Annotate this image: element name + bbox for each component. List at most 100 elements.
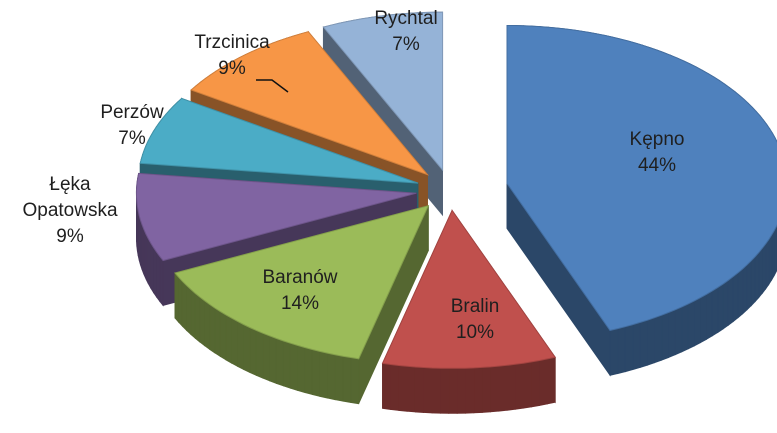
slice-side	[522, 361, 532, 409]
slice-side	[687, 300, 695, 350]
slice-side	[194, 292, 201, 343]
leader-line	[256, 79, 289, 93]
slice-side	[262, 332, 270, 382]
slice-side	[174, 271, 179, 324]
slice-side	[632, 321, 641, 371]
slice-side	[639, 319, 648, 368]
value-label: 9%	[218, 58, 246, 79]
slice-side	[647, 317, 656, 366]
slice-side	[456, 367, 466, 414]
slice-side	[249, 326, 257, 376]
labels: Kępno 44% Bralin 10% Baranów 14% Łęka Opatowska…	[22, 8, 684, 343]
slice-side	[289, 342, 298, 391]
slice-side	[255, 329, 264, 379]
slice	[139, 97, 419, 184]
slice-side	[722, 279, 729, 330]
slice-side	[711, 286, 719, 337]
slice-side	[156, 250, 161, 303]
slice-side	[350, 357, 360, 405]
slice-side	[237, 320, 245, 371]
slice-side	[742, 263, 748, 315]
slice-side	[199, 296, 205, 347]
slice-side	[498, 364, 508, 412]
slice	[174, 204, 430, 360]
slice-side	[327, 352, 336, 401]
slice-side	[481, 366, 491, 413]
value-label: 7%	[392, 34, 420, 55]
slice-side	[304, 347, 313, 396]
data-label: Perzów	[100, 102, 164, 123]
slice-side	[661, 311, 669, 361]
data-label: Bralin	[451, 296, 500, 317]
slice-side	[204, 299, 211, 351]
slice-side	[762, 242, 767, 295]
slice-side	[617, 326, 626, 375]
slice-side	[765, 238, 770, 290]
slice	[506, 25, 777, 331]
slice-side	[654, 314, 663, 364]
slice-side	[506, 363, 516, 411]
slice-side	[334, 354, 344, 402]
slice-side	[282, 340, 291, 389]
data-label: Łęka Opatowska	[22, 174, 117, 221]
slice-side	[190, 288, 196, 340]
slice-side	[414, 366, 425, 413]
slice-side	[694, 296, 701, 347]
slice	[190, 31, 430, 176]
slice-side	[150, 241, 154, 294]
slice-side	[609, 328, 619, 376]
slice	[135, 172, 417, 262]
value-label: 44%	[638, 155, 676, 176]
slice-side	[219, 310, 227, 361]
slice-side	[440, 367, 450, 414]
slice-side	[768, 233, 773, 286]
slice-side	[674, 306, 683, 356]
slice-side	[758, 246, 763, 299]
slice-side	[297, 344, 306, 394]
slice	[322, 11, 444, 172]
slice-side	[754, 251, 760, 303]
slice-side	[546, 356, 556, 405]
slice-side	[319, 350, 328, 399]
slice-side	[431, 367, 441, 414]
slice	[381, 209, 557, 369]
label-line: Opatowska	[22, 200, 117, 221]
slice-side	[448, 367, 458, 414]
slice-side	[706, 290, 713, 341]
value-label: 7%	[118, 128, 146, 149]
slice-side	[732, 271, 739, 323]
slice-side	[490, 365, 500, 413]
slice-side	[406, 365, 416, 413]
value-label: 14%	[281, 293, 319, 314]
slice-side	[668, 309, 676, 359]
slice-side	[539, 358, 548, 406]
slice-side	[382, 362, 392, 410]
slice-side	[231, 317, 238, 368]
slice-side	[727, 275, 734, 326]
data-label: Baranów	[263, 267, 338, 288]
slice-side	[390, 364, 400, 411]
data-label: Rychtal	[374, 8, 437, 29]
slice-side	[342, 355, 352, 404]
slice-side	[243, 323, 251, 374]
slice-side	[737, 267, 744, 319]
slice-side	[746, 259, 752, 311]
pie	[135, 11, 777, 414]
data-label: Kępno	[630, 129, 685, 150]
slice-side	[214, 307, 221, 358]
value-label: 10%	[456, 322, 494, 343]
slice-side	[473, 367, 483, 414]
slice-side	[398, 365, 408, 412]
slice-side	[311, 349, 321, 397]
slice-side	[514, 362, 524, 410]
slice-side	[700, 293, 707, 344]
slice-side	[178, 276, 183, 328]
slice-side	[681, 303, 689, 353]
slice-side	[186, 284, 192, 336]
slice-side	[153, 246, 157, 299]
slice-side	[181, 280, 187, 332]
label-line: Łęka	[49, 174, 91, 195]
slice-side	[531, 360, 540, 408]
slice-side	[275, 337, 284, 387]
